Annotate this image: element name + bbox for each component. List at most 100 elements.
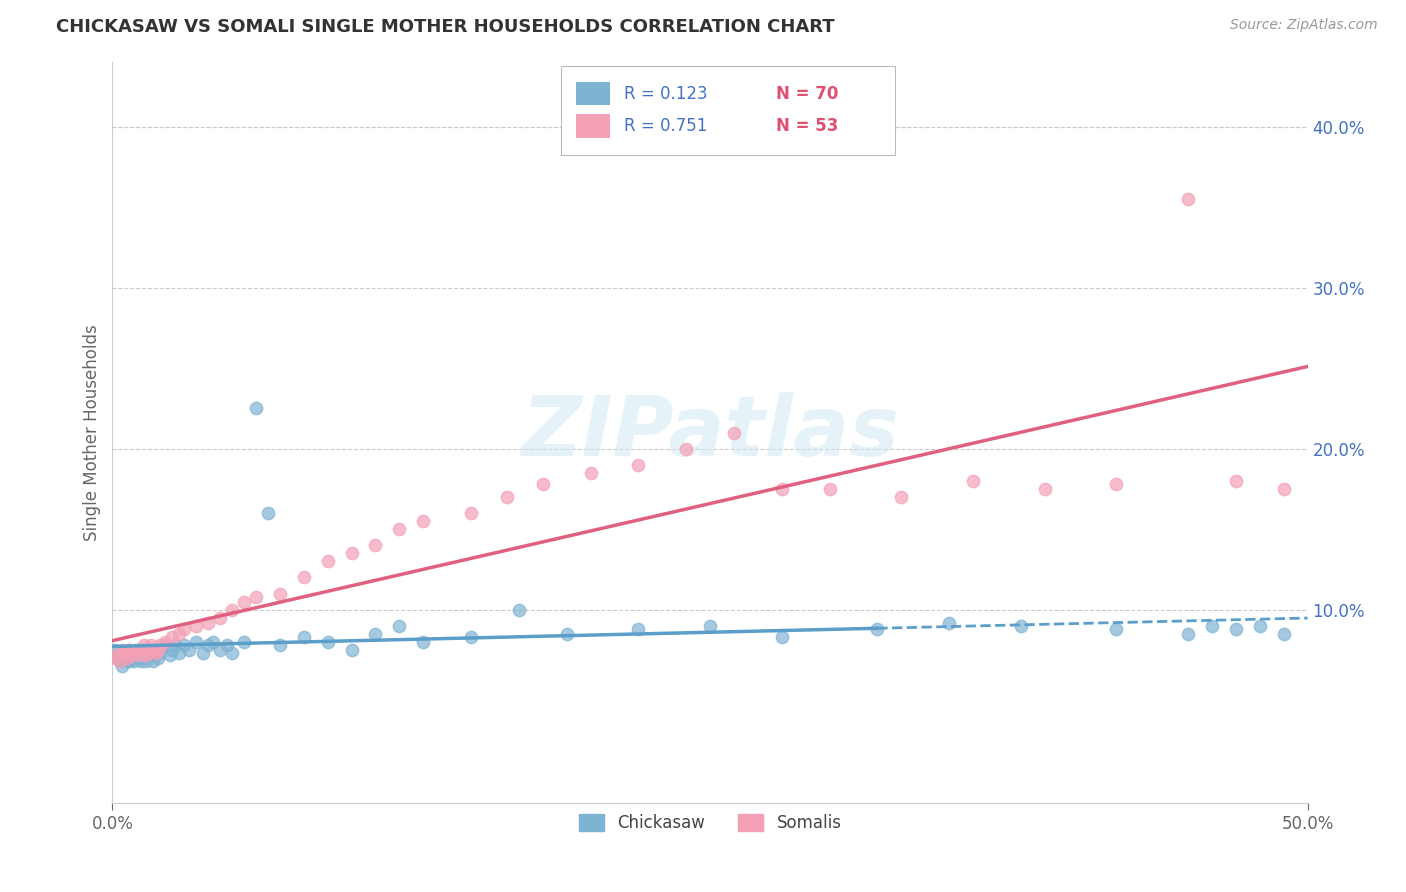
Point xyxy=(128,648,150,662)
Point xyxy=(135,648,157,662)
Text: CHICKASAW VS SOMALI SINGLE MOTHER HOUSEHOLDS CORRELATION CHART: CHICKASAW VS SOMALI SINGLE MOTHER HOUSEH… xyxy=(56,18,835,36)
Point xyxy=(217,638,239,652)
Point xyxy=(579,466,602,480)
Point xyxy=(162,643,183,657)
Point xyxy=(292,570,315,584)
Point xyxy=(723,425,745,440)
Point xyxy=(1249,619,1271,633)
Point xyxy=(114,651,135,665)
Point xyxy=(111,648,134,662)
Text: ZIPatlas: ZIPatlas xyxy=(522,392,898,473)
Point xyxy=(114,646,135,660)
Point xyxy=(627,622,650,636)
Point xyxy=(770,630,793,644)
Point xyxy=(269,638,291,652)
Point xyxy=(245,401,267,416)
Point xyxy=(121,651,143,665)
Point xyxy=(105,651,128,665)
Point xyxy=(111,659,134,673)
Point xyxy=(292,630,315,644)
Bar xyxy=(576,82,610,105)
Point xyxy=(1105,477,1128,491)
Point xyxy=(146,651,169,665)
Point xyxy=(269,586,291,600)
Point xyxy=(1033,482,1056,496)
Point xyxy=(770,482,793,496)
Point xyxy=(197,615,219,630)
Point xyxy=(818,482,841,496)
Point xyxy=(186,619,208,633)
Point xyxy=(153,638,176,652)
Point xyxy=(173,622,195,636)
Point xyxy=(193,646,215,660)
Point xyxy=(125,651,148,665)
Point xyxy=(104,643,127,657)
Text: N = 70: N = 70 xyxy=(776,85,838,103)
Point xyxy=(138,646,160,660)
Point xyxy=(531,477,554,491)
Point xyxy=(245,590,267,604)
Point xyxy=(135,654,157,668)
Point xyxy=(162,630,183,644)
Point xyxy=(340,643,363,657)
Point xyxy=(177,643,200,657)
Point xyxy=(142,654,165,668)
Bar xyxy=(576,114,610,138)
Point xyxy=(197,638,219,652)
Point xyxy=(201,635,224,649)
Point xyxy=(233,594,256,608)
Point xyxy=(145,643,167,657)
Point xyxy=(149,638,172,652)
Point xyxy=(364,538,387,552)
Point xyxy=(159,648,181,662)
Point xyxy=(316,635,339,649)
Point xyxy=(129,643,152,657)
Point xyxy=(132,648,155,662)
Point xyxy=(118,654,141,668)
Point xyxy=(173,638,195,652)
Point xyxy=(163,638,186,652)
Point xyxy=(139,643,162,657)
Point xyxy=(460,506,482,520)
Point xyxy=(139,648,162,662)
Point xyxy=(145,646,167,660)
Point xyxy=(257,506,280,520)
Point xyxy=(866,622,889,636)
Point xyxy=(186,635,208,649)
Point xyxy=(364,627,387,641)
Point xyxy=(221,646,243,660)
Point xyxy=(146,643,169,657)
Y-axis label: Single Mother Households: Single Mother Households xyxy=(83,325,101,541)
Point xyxy=(122,646,145,660)
Point xyxy=(627,458,650,472)
Point xyxy=(125,643,148,657)
Point xyxy=(675,442,697,456)
Point xyxy=(118,643,141,657)
Point xyxy=(1225,474,1247,488)
Point xyxy=(142,643,165,657)
Point xyxy=(1272,482,1295,496)
Point xyxy=(169,627,191,641)
Text: R = 0.751: R = 0.751 xyxy=(624,117,707,135)
Point xyxy=(1177,192,1199,206)
Legend: Chickasaw, Somalis: Chickasaw, Somalis xyxy=(572,807,848,838)
Text: N = 53: N = 53 xyxy=(776,117,838,135)
Text: Source: ZipAtlas.com: Source: ZipAtlas.com xyxy=(1230,18,1378,32)
Point xyxy=(121,648,143,662)
Point xyxy=(699,619,721,633)
Point xyxy=(132,643,155,657)
Point xyxy=(105,648,128,662)
FancyBboxPatch shape xyxy=(561,66,896,155)
Point xyxy=(129,654,152,668)
Point xyxy=(508,602,530,616)
Point xyxy=(412,635,434,649)
Point xyxy=(1177,627,1199,641)
Point xyxy=(111,643,134,657)
Point xyxy=(129,643,152,657)
Point xyxy=(125,643,148,657)
Point xyxy=(115,654,138,668)
Point xyxy=(108,654,131,668)
Point xyxy=(890,490,912,504)
Text: R = 0.123: R = 0.123 xyxy=(624,85,707,103)
Point xyxy=(128,651,150,665)
